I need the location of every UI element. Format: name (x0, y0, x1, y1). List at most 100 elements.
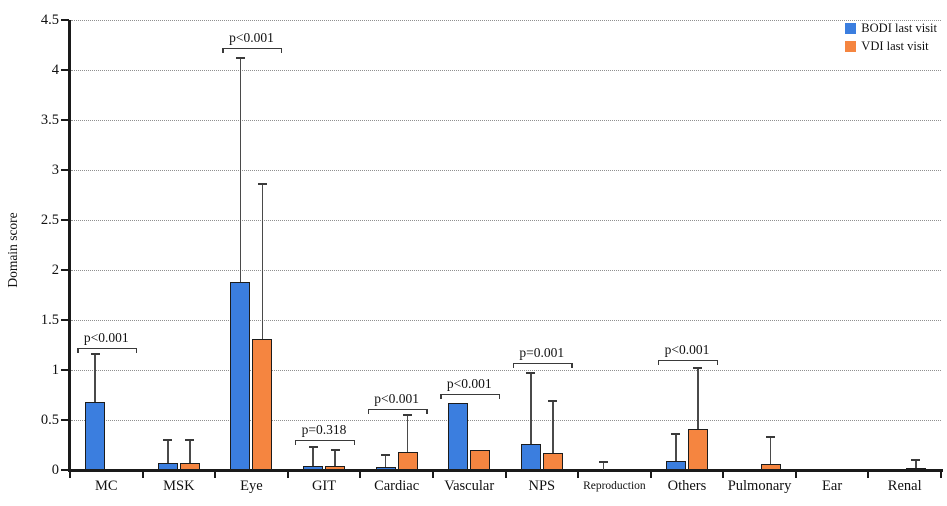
bar-bodi-others (665, 461, 686, 470)
p-bracket-right-end-eye (281, 48, 283, 53)
p-bracket-right-end-others (716, 360, 718, 365)
p-bracket-git (295, 440, 356, 441)
x-tick-4 (359, 471, 362, 478)
category-label-ear: Ear (822, 478, 843, 494)
x-tick-12 (940, 471, 942, 478)
error-bar-cap-bodi-others (671, 433, 681, 435)
y-tick-3 (61, 169, 69, 171)
error-bar-bodi-others (675, 434, 677, 461)
error-bar-cap-bodi-reproduction (598, 461, 608, 463)
error-bar-vdi-msk (189, 440, 191, 463)
p-bracket-left-end-others (657, 360, 660, 365)
legend-swatch-vdi (845, 41, 857, 52)
p-bracket-right-end-nps (571, 363, 573, 368)
legend-swatch-bodi (845, 23, 857, 34)
y-tick-label-4.5: 4.5 (40, 12, 59, 28)
error-bar-vdi-eye (261, 184, 264, 339)
p-value-eye: p<0.001 (229, 30, 274, 45)
p-value-cardiac: p<0.001 (374, 391, 419, 406)
p-bracket-left-end-cardiac (367, 409, 369, 414)
y-tick-2 (61, 269, 69, 271)
bar-vdi-renal (905, 468, 926, 470)
error-bar-cap-vdi-cardiac (403, 414, 413, 416)
category-label-git: GIT (311, 478, 337, 494)
bar-bodi-vascular (448, 403, 469, 470)
x-tick-6 (504, 471, 507, 478)
p-bracket-right-end-git (353, 440, 356, 445)
error-bar-cap-vdi-others (693, 367, 703, 369)
category-label-vascular: Vascular (444, 478, 495, 494)
error-bar-cap-bodi-eye (235, 57, 245, 59)
p-value-others: p<0.001 (664, 342, 710, 357)
category-label-others: Others (667, 478, 707, 494)
p-value-mc: p<0.001 (83, 330, 129, 345)
p-value-vascular: p<0.001 (446, 376, 492, 391)
error-bar-bodi-git (312, 447, 314, 466)
p-bracket-left-end-mc (77, 348, 79, 353)
y-tick-label-1.5: 1.5 (40, 312, 59, 328)
bar-vdi-cardiac (397, 452, 418, 470)
x-tick-8 (649, 471, 652, 478)
y-tick-label-3.5: 3.5 (40, 112, 59, 128)
p-bracket-left-end-vascular (440, 394, 442, 399)
error-bar-bodi-cardiac (384, 455, 387, 467)
y-tick-0 (61, 469, 69, 471)
p-bracket-mc (77, 348, 138, 349)
p-bracket-cardiac (367, 409, 428, 410)
category-label-nps: NPS (528, 478, 556, 494)
x-tick-5 (431, 471, 434, 478)
category-label-mc: MC (95, 478, 118, 494)
bar-vdi-pulmonary (760, 464, 781, 470)
error-bar-vdi-git (334, 450, 336, 466)
p-bracket-vascular (440, 394, 501, 395)
gridline-4.5 (71, 20, 941, 21)
error-bar-cap-vdi-renal (911, 459, 921, 461)
p-bracket-left-end-nps (512, 363, 515, 368)
error-bar-cap-bodi-nps (526, 372, 536, 374)
error-bar-cap-vdi-git (330, 449, 340, 451)
category-label-msk: MSK (163, 478, 195, 494)
bar-vdi-vascular (470, 450, 491, 470)
x-tick-3 (286, 471, 289, 478)
x-tick-9 (722, 471, 725, 478)
y-tick-4.5 (61, 19, 69, 21)
y-tick-1.5 (61, 319, 69, 321)
y-tick-0.5 (61, 419, 69, 421)
gridline-2.5 (71, 220, 941, 221)
error-bar-bodi-reproduction (602, 462, 605, 470)
error-bar-cap-vdi-msk (185, 439, 195, 441)
error-bar-vdi-others (697, 368, 699, 429)
gridline-3 (71, 170, 941, 171)
category-label-renal: Renal (887, 478, 922, 494)
bar-vdi-msk (179, 463, 200, 470)
gridline-2 (71, 270, 941, 271)
bar-vdi-nps (542, 453, 563, 470)
gridline-3.5 (71, 120, 941, 121)
y-tick-label-0: 0 (51, 462, 59, 478)
p-bracket-eye (222, 48, 283, 49)
p-value-nps: p=0.001 (519, 345, 565, 360)
legend-label-bodi: BODI last visit (861, 21, 937, 35)
gridline-1.5 (71, 320, 941, 321)
error-bar-bodi-msk (167, 440, 169, 463)
bar-bodi-eye (230, 282, 251, 470)
bar-bodi-mc (85, 402, 106, 470)
y-tick-label-4: 4 (51, 62, 59, 78)
error-bar-cap-vdi-eye (257, 183, 267, 185)
p-bracket-right-end-cardiac (426, 409, 428, 414)
p-bracket-right-end-vascular (498, 394, 501, 399)
gridline-1 (71, 370, 941, 371)
y-tick-1 (61, 369, 69, 371)
category-label-reproduction: Reproduction (583, 480, 646, 492)
p-bracket-left-end-eye (222, 48, 224, 53)
error-bar-cap-bodi-git (308, 446, 318, 448)
p-value-git: p=0.318 (301, 422, 347, 437)
p-bracket-nps (512, 363, 573, 364)
error-bar-cap-bodi-msk (163, 439, 173, 441)
category-label-eye: Eye (240, 478, 263, 494)
bar-vdi-others (687, 429, 708, 470)
bar-vdi-eye (252, 339, 273, 470)
error-bar-cap-vdi-nps (548, 400, 558, 402)
y-tick-4 (61, 69, 69, 71)
